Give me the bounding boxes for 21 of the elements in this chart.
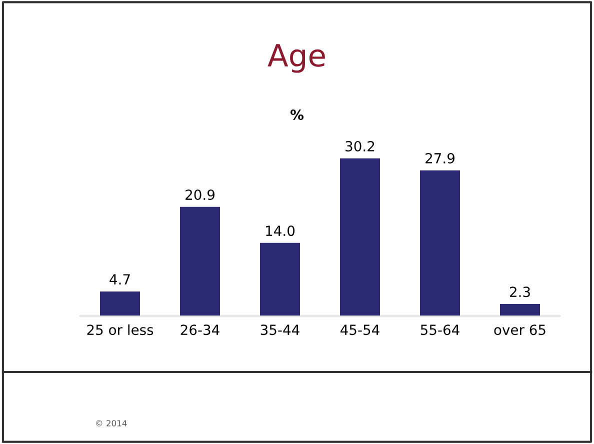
text: © 2014 <box>96 420 127 426</box>
bar <box>180 206 220 316</box>
x-tick-label: 25 or less <box>87 324 154 336</box>
x-tick-label: 45-54 <box>340 324 380 336</box>
chart-subtitle: % <box>290 110 304 120</box>
bar <box>260 242 300 316</box>
data-label: 27.9 <box>426 152 454 164</box>
x-tick-label: 26-34 <box>180 324 220 336</box>
x-tick-label: 35-44 <box>260 324 300 336</box>
data-label: 30.2 <box>346 140 374 152</box>
bar <box>500 304 540 316</box>
data-label: 2.3 <box>510 286 530 298</box>
bar <box>340 158 380 316</box>
data-label: 20.9 <box>186 190 214 200</box>
bar <box>420 170 460 316</box>
x-tick-label: 55-64 <box>420 324 460 336</box>
data-label: 4.7 <box>110 274 130 284</box>
chart-title: Age <box>268 44 325 73</box>
data-label: 14.0 <box>266 226 295 236</box>
bar <box>100 291 140 316</box>
x-tick-label: over 65 <box>494 324 546 336</box>
